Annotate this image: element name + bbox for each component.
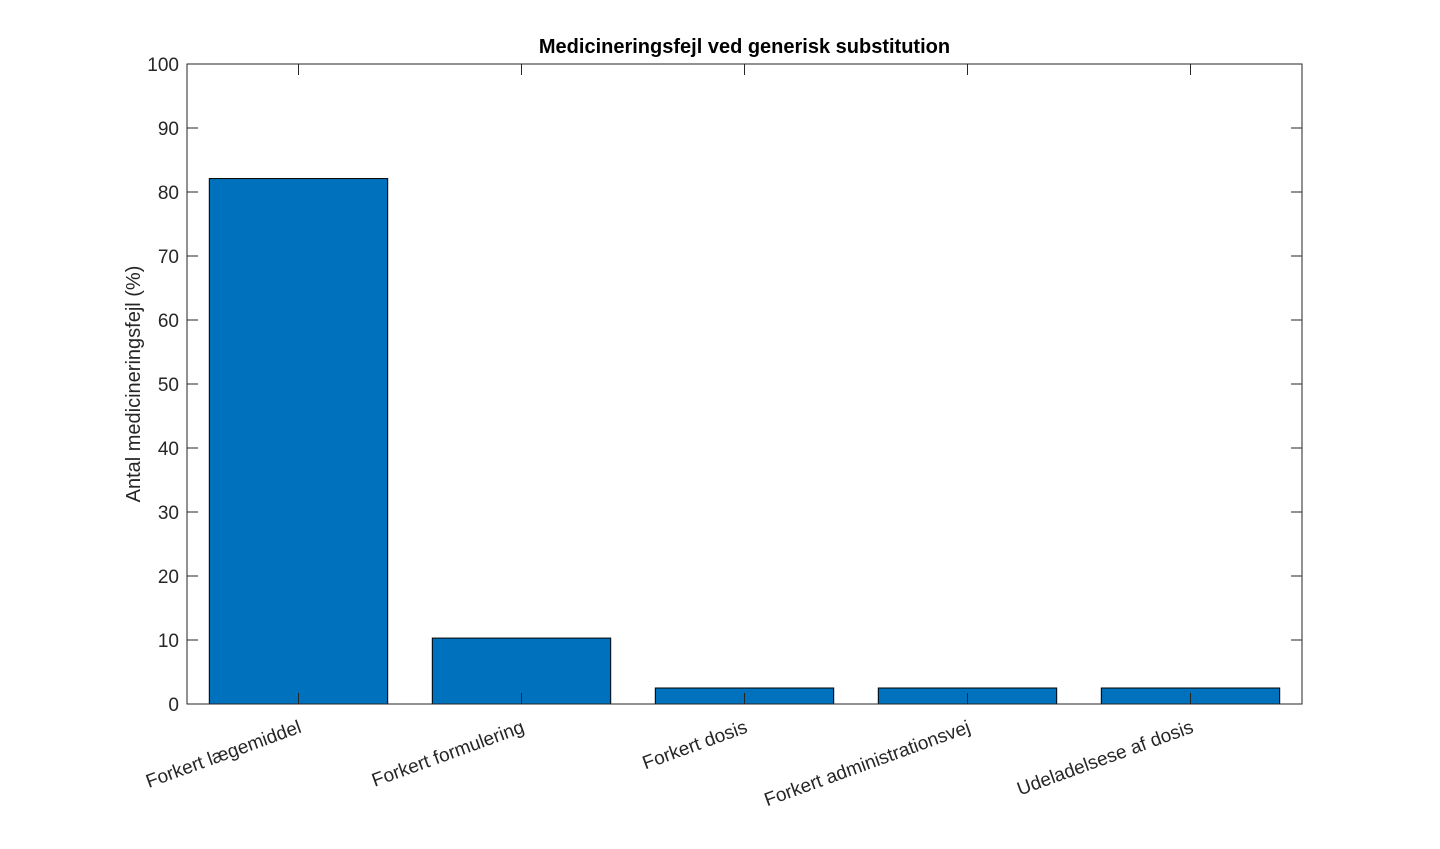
x-category-label-2: Forkert formulering (369, 717, 527, 792)
x-category-label-4: Forkert administrationsvej (762, 717, 974, 811)
y-tick-label-50: 50 (158, 375, 179, 396)
y-tick-label-20: 20 (158, 567, 179, 588)
y-tick-label-100: 100 (147, 55, 179, 76)
x-category-label-3: Forkert dosis (640, 717, 750, 774)
y-tick-label-40: 40 (158, 439, 179, 460)
y-tick-label-0: 0 (168, 695, 179, 716)
y-tick-label-30: 30 (158, 503, 179, 524)
y-tick-label-70: 70 (158, 247, 179, 268)
x-category-label-5: Udeladelsese af dosis (1014, 717, 1196, 800)
axes-box (186, 63, 1303, 705)
y-tick-label-80: 80 (158, 183, 179, 204)
y-tick-label-10: 10 (158, 631, 179, 652)
y-axis-label: Antal medicineringsfejl (%) (123, 266, 145, 503)
y-tick-label-90: 90 (158, 119, 179, 140)
x-category-label-1: Forkert lægemiddel (143, 717, 304, 793)
y-tick-label-60: 60 (158, 311, 179, 332)
chart-title: Medicineringsfejl ved generisk substitut… (539, 36, 950, 58)
bar-1 (208, 178, 389, 705)
bars-layer (208, 178, 1281, 705)
